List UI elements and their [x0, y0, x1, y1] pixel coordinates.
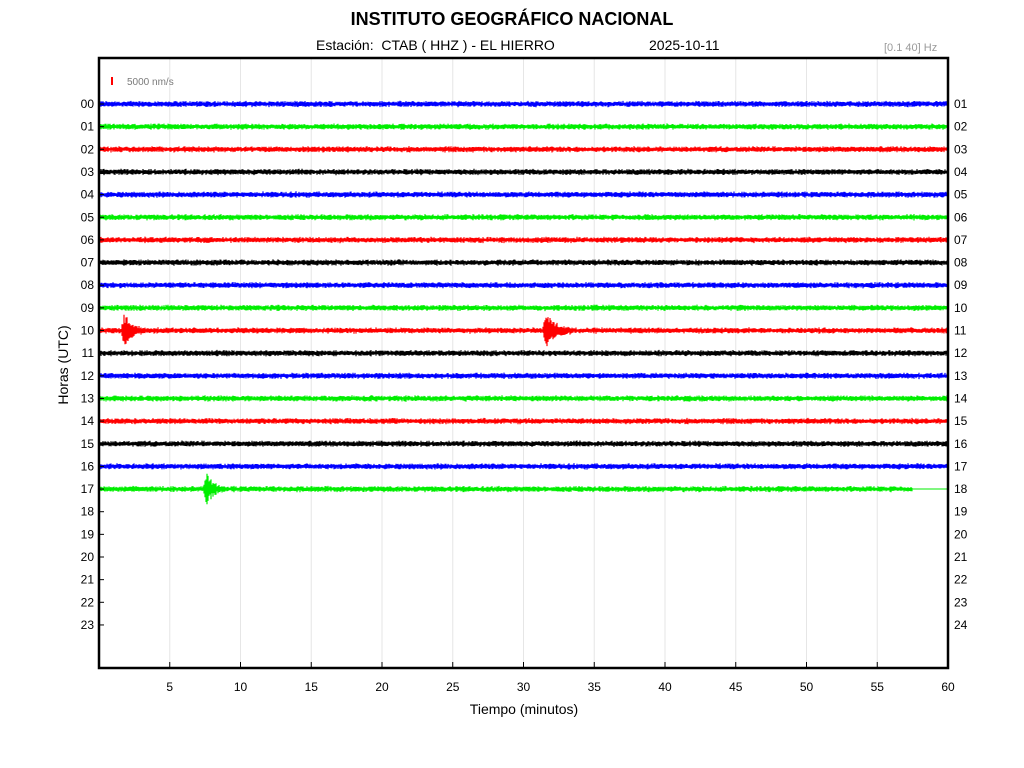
- right-hour-label: 13: [954, 369, 968, 383]
- trace-hour-2: [99, 146, 949, 153]
- x-axis-label: Tiempo (minutos): [470, 701, 578, 717]
- left-hour-label: 18: [81, 505, 95, 519]
- left-hour-label: 17: [81, 482, 95, 496]
- right-hour-label: 19: [954, 505, 968, 519]
- right-hour-label: 12: [954, 346, 968, 360]
- right-hour-label: 10: [954, 301, 968, 315]
- right-hour-label: 21: [954, 550, 968, 564]
- y-axis-label: Horas (UTC): [55, 325, 71, 404]
- left-hour-label: 08: [81, 278, 95, 292]
- x-tick-label: 50: [800, 680, 814, 694]
- left-hour-label: 13: [81, 391, 95, 405]
- right-hour-label: 17: [954, 459, 968, 473]
- x-tick-label: 20: [375, 680, 389, 694]
- left-hour-label: 04: [81, 188, 95, 202]
- right-hour-label: 22: [954, 573, 968, 587]
- filter-band-label: [0.1 40] Hz: [884, 42, 938, 54]
- left-hour-label: 22: [81, 595, 95, 609]
- right-hour-label: 11: [954, 324, 967, 338]
- left-hour-label: 00: [81, 97, 95, 111]
- left-hour-label: 12: [81, 369, 95, 383]
- x-tick-label: 35: [588, 680, 602, 694]
- amplitude-scale-label: 5000 nm/s: [127, 77, 174, 88]
- left-hour-label: 03: [81, 165, 95, 179]
- left-hour-label: 21: [81, 573, 95, 587]
- left-hour-label: 10: [81, 324, 95, 338]
- right-hour-label: 07: [954, 233, 968, 247]
- date-label: 2025-10-11: [649, 37, 720, 53]
- x-tick-label: 40: [658, 680, 672, 694]
- x-tick-label: 25: [446, 680, 460, 694]
- right-hour-label: 03: [954, 142, 968, 156]
- left-hour-label: 11: [82, 346, 95, 360]
- left-hour-label: 16: [81, 459, 95, 473]
- x-axis-ticks: 5 10 15 20 25 30 35 40 45 50 55 60: [166, 662, 955, 694]
- right-hour-label: 20: [954, 527, 968, 541]
- left-hour-label: 06: [81, 233, 95, 247]
- right-hour-label: 09: [954, 278, 968, 292]
- x-tick-label: 5: [166, 680, 173, 694]
- left-hour-label: 20: [81, 550, 95, 564]
- left-hour-label: 05: [81, 210, 95, 224]
- left-hour-label: 09: [81, 301, 95, 315]
- left-hour-label: 23: [81, 618, 95, 632]
- left-hour-label: 01: [81, 120, 95, 134]
- right-hour-labels: 01 02 03 04 05 06 07 08 09 10 11 12 13 14 15 16 17 18 19 20…: [954, 97, 968, 632]
- right-hour-label: 06: [954, 210, 968, 224]
- trace-hour-17: [99, 473, 913, 505]
- right-hour-label: 23: [954, 595, 968, 609]
- trace-hour-11: [99, 349, 949, 357]
- right-hour-label: 16: [954, 437, 968, 451]
- left-hour-label: 15: [81, 437, 95, 451]
- right-hour-label: 01: [954, 97, 968, 111]
- x-tick-label: 15: [305, 680, 319, 694]
- right-hour-label: 24: [954, 618, 968, 632]
- station-label: Estación: CTAB ( HHZ ) - EL HIERRO: [316, 37, 555, 53]
- x-tick-label: 45: [729, 680, 743, 694]
- grid-lines: [169, 58, 878, 668]
- chart-title: INSTITUTO GEOGRÁFICO NACIONAL: [350, 9, 674, 29]
- x-tick-label: 10: [234, 680, 248, 694]
- x-tick-label: 30: [517, 680, 531, 694]
- right-hour-label: 05: [954, 188, 968, 202]
- right-hour-label: 18: [954, 482, 968, 496]
- left-hour-labels: 00 01 02 03 04 05 06 07 08 09 10 11 12 13 14 15 16 17 18 19…: [81, 97, 104, 632]
- right-hour-label: 04: [954, 165, 968, 179]
- left-hour-label: 14: [81, 414, 95, 428]
- x-tick-label: 55: [871, 680, 885, 694]
- right-hour-label: 14: [954, 391, 968, 405]
- right-hour-label: 15: [954, 414, 968, 428]
- left-hour-label: 19: [81, 527, 95, 541]
- x-tick-label: 60: [941, 680, 955, 694]
- right-hour-label: 02: [954, 120, 968, 134]
- right-hour-label: 08: [954, 256, 968, 270]
- left-hour-label: 02: [81, 142, 95, 156]
- left-hour-label: 07: [81, 256, 95, 270]
